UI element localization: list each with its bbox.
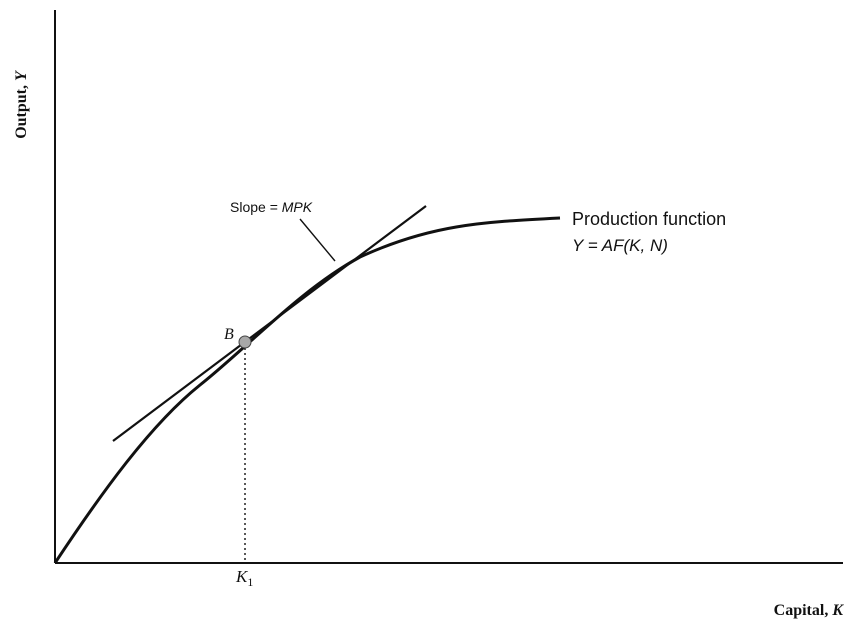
production-function-curve (53, 216, 561, 564)
x-axis-label: Capital, K (774, 602, 845, 619)
production-function-label: Production function (572, 209, 726, 229)
slope-leader-line (299, 218, 336, 262)
production-function-equation: Y = AF(K, N) (572, 236, 668, 255)
k1-tick-label: K1 (235, 567, 253, 589)
y-axis-label: Output, Y (13, 70, 30, 139)
point-b-label: B (224, 326, 234, 343)
point-b-marker (238, 335, 252, 349)
tangent-line (112, 205, 427, 442)
slope-label: Slope = MPK (230, 199, 313, 215)
